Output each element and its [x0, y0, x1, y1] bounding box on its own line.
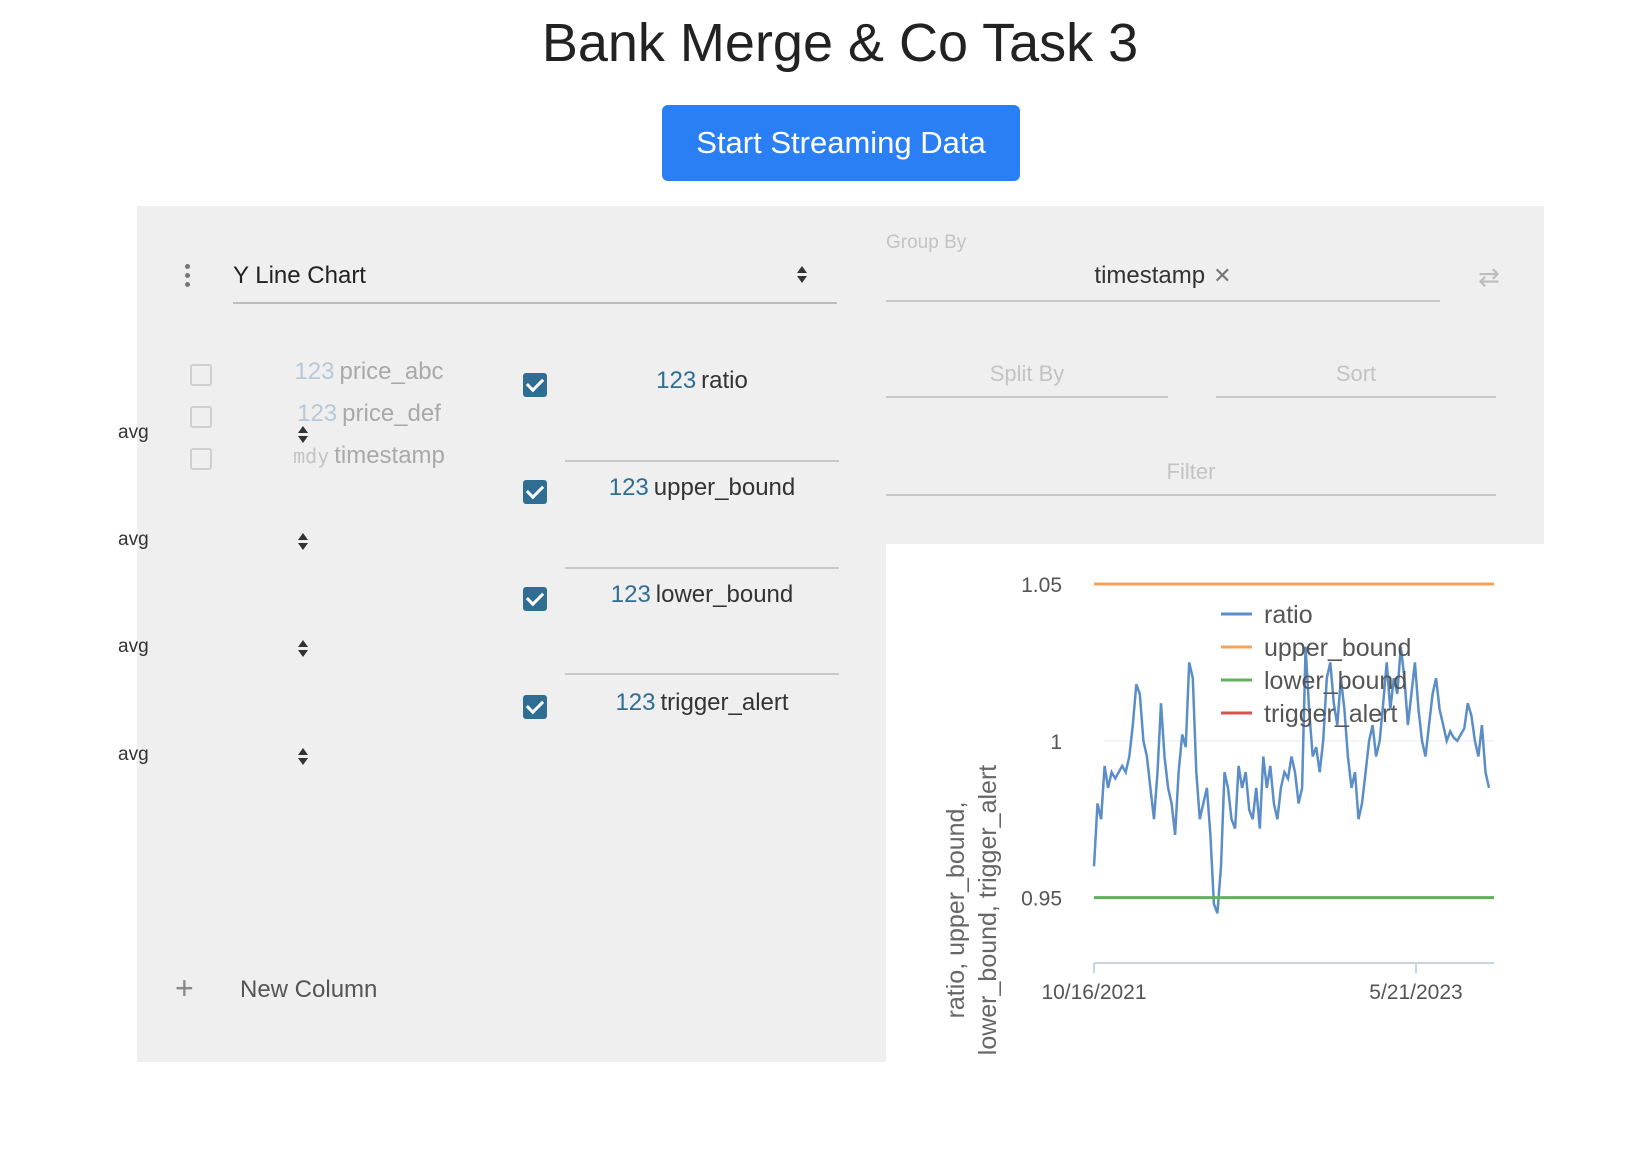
sort-dropzone[interactable]: Sort	[1216, 354, 1496, 398]
column-name: upper_bound	[653, 474, 796, 501]
column-name: price_def	[342, 400, 441, 427]
divider	[565, 567, 839, 569]
select-arrows-icon	[797, 264, 807, 286]
y-axis-label: lower_bound, trigger_alert	[974, 765, 1002, 1056]
column-name: ratio	[701, 367, 748, 394]
plugin-select[interactable]: Y Line Chart	[233, 258, 837, 304]
select-arrows-icon	[298, 746, 308, 768]
select-arrows-icon	[298, 424, 308, 446]
column-checkbox-checked[interactable]	[523, 695, 547, 719]
column-checkbox[interactable]	[190, 406, 212, 428]
plugin-select-value: Y Line Chart	[233, 262, 366, 289]
line-chart: ratio, upper_bound, lower_bound, trigger…	[942, 574, 1494, 1056]
column-name: price_abc	[339, 358, 444, 385]
type-date-icon: mdy	[293, 444, 330, 468]
settings-menu-icon[interactable]	[182, 264, 192, 288]
column-name: timestamp	[334, 442, 445, 469]
close-icon[interactable]: ✕	[1213, 263, 1232, 288]
legend-label: upper_bound	[1264, 634, 1411, 662]
aggregate-select-ratio[interactable]: avg	[42, 418, 316, 448]
inactive-column-price-abc[interactable]: 123 price_abc	[190, 358, 460, 392]
aggregate-select-lower-bound[interactable]: avg	[42, 632, 316, 662]
column-checkbox[interactable]	[190, 364, 212, 386]
group-by-pill[interactable]: timestamp ✕	[1094, 262, 1232, 289]
column-name: trigger_alert	[660, 689, 789, 716]
type-number-icon: 123	[656, 367, 697, 394]
y-tick-label: 0.95	[1021, 888, 1062, 911]
aggregate-select-upper-bound[interactable]: avg	[42, 525, 316, 555]
type-number-icon: 123	[610, 581, 651, 608]
y-tick-label: 1	[1050, 731, 1062, 754]
type-number-icon: 123	[608, 474, 649, 501]
type-number-icon: 123	[294, 358, 335, 385]
plus-icon: +	[175, 970, 194, 1006]
group-by-label: Group By	[886, 232, 967, 253]
select-arrows-icon	[298, 531, 308, 553]
column-checkbox-checked[interactable]	[523, 480, 547, 504]
column-checkbox-checked[interactable]	[523, 373, 547, 397]
legend-label: trigger_alert	[1264, 700, 1397, 728]
y-tick-label: 1.05	[1021, 574, 1062, 597]
series-line-ratio	[1092, 646, 1491, 914]
inactive-column-price-def[interactable]: 123 price_def	[190, 400, 460, 434]
column-name: lower_bound	[655, 581, 794, 608]
page-title: Bank Merge & Co Task 3	[541, 13, 1139, 73]
divider	[565, 673, 839, 675]
column-checkbox-checked[interactable]	[523, 587, 547, 611]
y-axis-label: ratio, upper_bound,	[942, 802, 970, 1019]
legend-label: ratio	[1264, 601, 1313, 629]
x-tick-label: 10/16/2021	[1041, 981, 1146, 1004]
x-tick-label: 5/21/2023	[1369, 981, 1462, 1004]
column-checkbox[interactable]	[190, 448, 212, 470]
swap-axis-icon[interactable]: ⇄	[1478, 262, 1500, 292]
group-by-dropzone[interactable]: timestamp ✕	[886, 258, 1440, 302]
aggregate-select-trigger-alert[interactable]: avg	[42, 740, 316, 770]
divider	[565, 460, 839, 462]
inactive-column-timestamp[interactable]: mdy timestamp	[190, 442, 460, 476]
type-number-icon: 123	[615, 689, 656, 716]
start-streaming-button[interactable]: Start Streaming Data	[662, 105, 1020, 181]
type-number-icon: 123	[297, 400, 338, 427]
filter-dropzone[interactable]: Filter	[886, 452, 1496, 496]
legend-label: lower_bound	[1264, 667, 1407, 695]
split-by-dropzone[interactable]: Split By	[886, 354, 1168, 398]
select-arrows-icon	[298, 638, 308, 660]
